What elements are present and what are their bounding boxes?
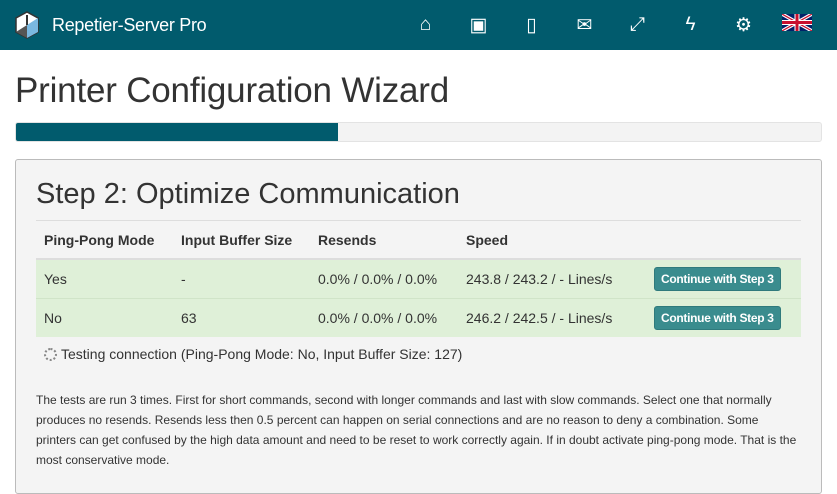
testing-text: Testing connection (Ping-Pong Mode: No, … xyxy=(61,346,463,362)
cell-mode: Yes xyxy=(36,258,173,298)
table-row: Yes - 0.0% / 0.0% / 0.0% 243.8 / 243.2 /… xyxy=(36,258,801,298)
testing-status: Testing connection (Ping-Pong Mode: No, … xyxy=(44,346,801,362)
cell-buffer: - xyxy=(173,258,310,298)
wizard-progress xyxy=(15,122,822,142)
brand-name[interactable]: Repetier-Server Pro xyxy=(52,14,207,35)
expand-icon[interactable]: ⤢ xyxy=(629,14,646,35)
page-title: Printer Configuration Wizard xyxy=(15,71,450,110)
gear-icon[interactable]: ⚙ xyxy=(734,14,753,36)
col-buffer: Input Buffer Size xyxy=(173,221,310,260)
continue-step3-button[interactable]: Continue with Step 3 xyxy=(654,266,781,291)
table-row: No 63 0.0% / 0.0% / 0.0% 246.2 / 242.5 /… xyxy=(36,297,801,337)
col-action xyxy=(646,221,801,260)
envelope-icon[interactable]: ✉ xyxy=(576,14,593,36)
tablet-icon[interactable]: ▯ xyxy=(526,14,537,36)
cell-speed: 243.8 / 243.2 / - Lines/s xyxy=(458,258,646,298)
uk-flag-icon[interactable] xyxy=(770,11,823,37)
archive-icon[interactable]: ▣ xyxy=(469,14,488,36)
logo-icon[interactable] xyxy=(14,10,40,40)
col-resends: Resends xyxy=(310,221,458,260)
cell-resends: 0.0% / 0.0% / 0.0% xyxy=(310,297,458,337)
bolt-icon[interactable]: ϟ xyxy=(685,14,696,35)
continue-step3-button[interactable]: Continue with Step 3 xyxy=(654,305,781,330)
home-icon[interactable]: ⌂ xyxy=(419,14,432,35)
col-ping-pong: Ping-Pong Mode xyxy=(36,221,173,260)
step-panel: Step 2: Optimize Communication Ping-Pong… xyxy=(15,159,822,494)
cell-speed: 246.2 / 242.5 / - Lines/s xyxy=(458,297,646,337)
step-title: Step 2: Optimize Communication xyxy=(36,178,801,221)
cell-mode: No xyxy=(36,297,173,337)
help-text: The tests are run 3 times. First for sho… xyxy=(36,393,797,467)
cell-buffer: 63 xyxy=(173,297,310,337)
results-table: Ping-Pong Mode Input Buffer Size Resends… xyxy=(36,221,801,337)
progress-fill xyxy=(16,123,338,141)
navbar: Repetier-Server Pro ⌂ ▣ ▯ ✉ ⤢ ϟ ⚙ xyxy=(0,0,837,50)
spinner-icon xyxy=(44,347,57,361)
cell-resends: 0.0% / 0.0% / 0.0% xyxy=(310,258,458,298)
col-speed: Speed xyxy=(458,221,646,260)
